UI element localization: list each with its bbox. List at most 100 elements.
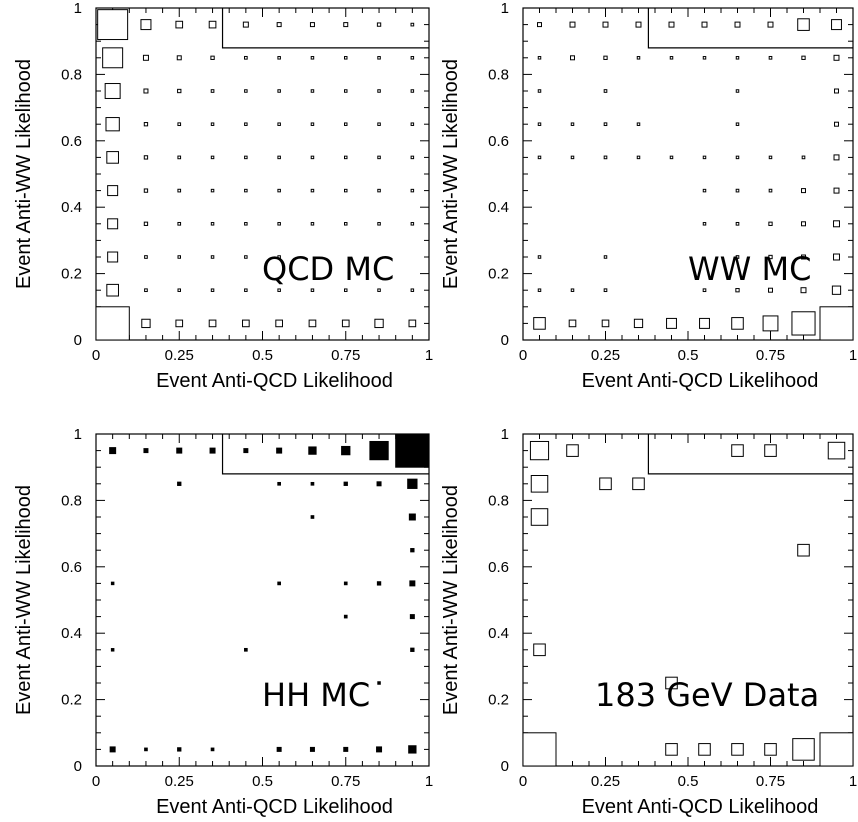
box-cell [570, 122, 575, 126]
box-cell [834, 88, 839, 94]
box-cell [310, 222, 315, 226]
panel-1: 0 0.25 0.5 0.75 1 0 0.2 0.4 0.6 0.8 1 Event Anti-QC… [13, 0, 433, 392]
box-cell [309, 746, 315, 752]
box-cell [343, 746, 349, 752]
box-cell [376, 746, 383, 753]
y-tick-label: 0.8 [61, 492, 82, 509]
y-tick-label: 0.4 [61, 199, 82, 216]
box-cell [570, 288, 575, 292]
y-tick-label: 1 [74, 426, 82, 443]
x-tick-label: 0 [519, 347, 527, 364]
box-cell [603, 89, 608, 93]
box-cell [410, 22, 415, 27]
box-cell [208, 319, 217, 328]
box-cell [801, 221, 806, 227]
box-cell [277, 481, 281, 486]
box-cell [377, 288, 381, 292]
box-cell [176, 447, 183, 454]
box-cell [210, 255, 215, 259]
box-cell [242, 319, 250, 328]
box-cell [768, 254, 773, 260]
box-cell [665, 743, 678, 756]
box-cell [109, 746, 116, 753]
box-cell [792, 738, 815, 761]
box-cell [277, 581, 281, 586]
box-cell [410, 122, 415, 126]
box-cell [242, 21, 249, 28]
y-tick-label: 0.8 [61, 66, 82, 83]
box-cell [210, 155, 215, 160]
box-cell [801, 254, 806, 260]
box-cell [735, 221, 740, 226]
box-cell [343, 581, 348, 586]
box-cell [537, 155, 542, 160]
box-cell [702, 56, 707, 60]
box-cell [144, 288, 148, 293]
box-cell [277, 288, 281, 292]
box-cell [395, 433, 430, 468]
x-tick-label: 0.25 [165, 773, 194, 790]
box-cell [377, 222, 381, 226]
box-cell [344, 56, 348, 60]
box-cell [668, 21, 675, 28]
box-cell [768, 155, 773, 160]
box-cell [102, 47, 124, 69]
y-tick-label: 0.6 [61, 559, 82, 576]
box-cell [142, 54, 149, 61]
box-cell [764, 743, 777, 756]
box-cell [529, 440, 550, 461]
y-axis-label: Event Anti-WW Likelihood [440, 59, 462, 289]
box-cell [176, 55, 182, 61]
x-axis-label: Event Anti-QCD Likelihood [156, 370, 393, 392]
x-tick-label: 0 [519, 773, 527, 790]
box-cell [410, 188, 415, 193]
box-cell [344, 89, 348, 93]
box-cell [702, 288, 707, 293]
box-cell [827, 441, 846, 460]
box-cell [797, 18, 810, 31]
box-cell [95, 306, 130, 341]
box-cell [410, 155, 415, 160]
box-cell [735, 288, 740, 293]
box-cell [533, 317, 546, 330]
box-cell [177, 221, 182, 226]
box-cell [276, 746, 282, 752]
y-tick-label: 0.6 [488, 133, 509, 150]
box-cell [633, 318, 644, 329]
box-cell [177, 481, 182, 486]
box-cell [768, 55, 773, 60]
box-cell [410, 288, 415, 292]
y-tick-label: 0.6 [488, 559, 509, 576]
box-cell [833, 154, 840, 161]
box-cell [310, 56, 315, 60]
x-tick-label: 0.25 [165, 347, 194, 364]
box-cell [374, 318, 384, 329]
box-cell [665, 676, 678, 690]
box-cell [343, 22, 349, 28]
y-axis-label: Event Anti-WW Likelihood [440, 485, 462, 715]
box-cell [666, 317, 677, 329]
y-tick-label: 0.8 [488, 66, 509, 83]
x-tick-label: 0.5 [252, 773, 273, 790]
box-cell [310, 89, 315, 93]
box-cell [210, 747, 215, 752]
box-cell [530, 508, 549, 526]
box-cell [537, 288, 542, 292]
box-cell [819, 306, 854, 341]
y-tick-label: 0.8 [488, 492, 509, 509]
x-tick-label: 1 [425, 347, 433, 364]
box-cell [244, 222, 248, 226]
box-cell [143, 188, 149, 193]
box-cell [104, 83, 121, 99]
box-cell [277, 188, 281, 193]
panel-2: 0 0.25 0.5 0.75 1 0 0.2 0.4 0.6 0.8 1 Event Anti-QC… [440, 0, 857, 392]
box-cell [768, 287, 773, 293]
box-cell [343, 614, 348, 619]
box-cell [522, 732, 557, 767]
box-cell [210, 122, 215, 126]
box-cell [801, 155, 806, 160]
box-cell [734, 21, 741, 28]
y-tick-label: 1 [74, 0, 82, 17]
box-cell [376, 581, 382, 586]
box-cell [568, 319, 577, 328]
